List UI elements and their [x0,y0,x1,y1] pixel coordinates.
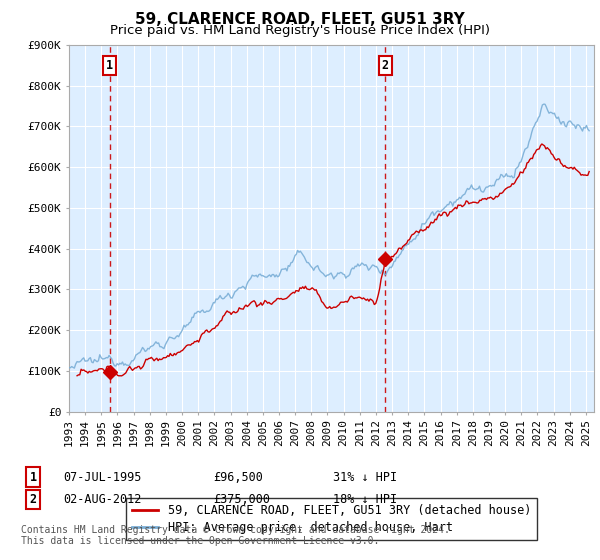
Legend: 59, CLARENCE ROAD, FLEET, GU51 3RY (detached house), HPI: Average price, detache: 59, CLARENCE ROAD, FLEET, GU51 3RY (deta… [126,498,537,540]
Text: 1: 1 [106,59,113,72]
Text: 31% ↓ HPI: 31% ↓ HPI [333,470,397,484]
Text: 02-AUG-2012: 02-AUG-2012 [63,493,142,506]
Text: 2: 2 [382,59,389,72]
Text: 18% ↓ HPI: 18% ↓ HPI [333,493,397,506]
Text: 1: 1 [29,470,37,484]
Text: 07-JUL-1995: 07-JUL-1995 [63,470,142,484]
Text: £96,500: £96,500 [213,470,263,484]
Text: 2: 2 [29,493,37,506]
Text: Price paid vs. HM Land Registry's House Price Index (HPI): Price paid vs. HM Land Registry's House … [110,24,490,36]
Text: £375,000: £375,000 [213,493,270,506]
Text: Contains HM Land Registry data © Crown copyright and database right 2024.
This d: Contains HM Land Registry data © Crown c… [21,525,450,547]
Text: 59, CLARENCE ROAD, FLEET, GU51 3RY: 59, CLARENCE ROAD, FLEET, GU51 3RY [135,12,465,27]
